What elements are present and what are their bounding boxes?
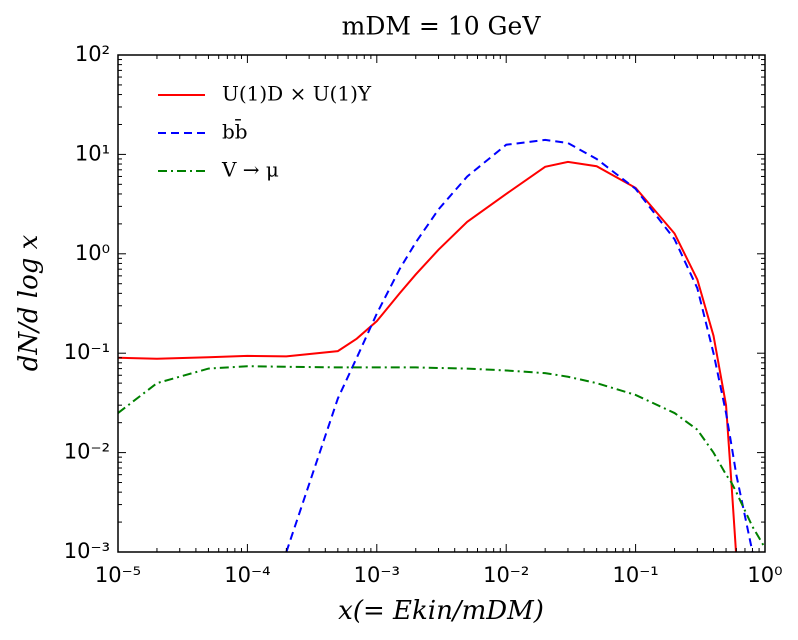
y-tick-label: 10⁻¹	[64, 340, 110, 364]
x-axis-label: x(= Ekin/mDM)	[338, 596, 544, 626]
x-tick-label: 10⁻²	[483, 563, 529, 587]
y-tick-label: 10²	[75, 42, 110, 66]
plot-area	[118, 138, 765, 552]
legend-label: V → μ	[221, 158, 279, 182]
line	[118, 160, 737, 552]
x-tick-label: 10⁻⁵	[95, 563, 141, 587]
line	[285, 138, 754, 552]
chart-title: mDM = 10 GeV	[342, 12, 542, 41]
legend-label: U(1)D × U(1)Y	[222, 82, 372, 106]
legend-label: bb̄	[222, 118, 248, 143]
x-tick-label: 10⁻⁴	[224, 563, 270, 587]
x-tick-label: 10⁻³	[354, 563, 400, 587]
plot-frame	[117, 54, 766, 553]
y-tick-label: 10⁰	[75, 241, 110, 265]
x-tick-label: 10⁰	[747, 563, 782, 587]
line	[118, 365, 765, 549]
y-tick-label: 10¹	[75, 141, 110, 165]
y-tick-label: 10⁻²	[64, 440, 110, 464]
y-axis-label: dN/d log x	[14, 234, 44, 371]
y-tick-label: 10⁻³	[64, 539, 110, 563]
x-tick-label: 10⁻¹	[612, 563, 658, 587]
